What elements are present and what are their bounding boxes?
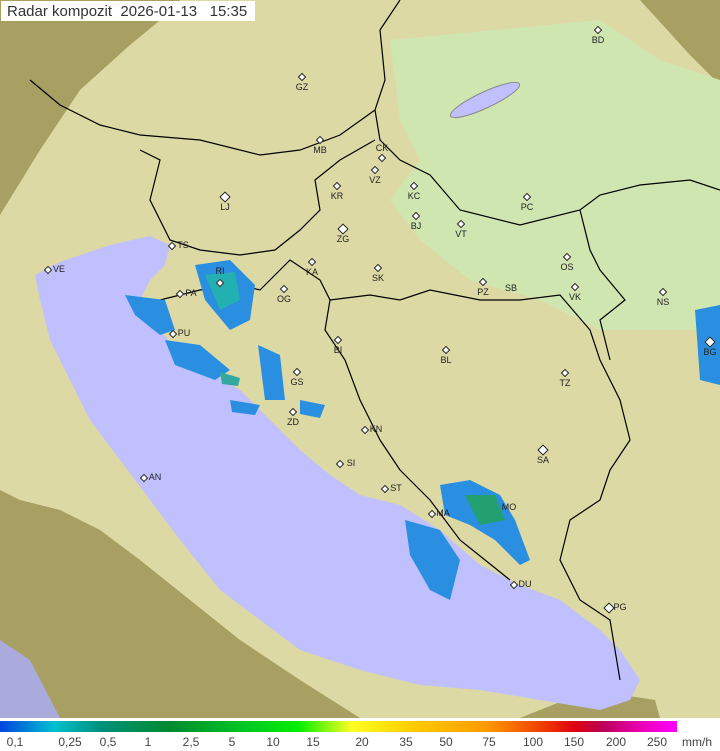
city-label: MA bbox=[436, 508, 450, 518]
city-label: GS bbox=[290, 377, 304, 387]
city-label: ZG bbox=[336, 234, 350, 244]
legend-tick: 0,5 bbox=[99, 735, 117, 749]
precipitation-legend: 0,1 0,25 0,5 1 2,5 5 10 15 20 35 50 75 100 150 200 250 … bbox=[0, 718, 720, 751]
city-label: VK bbox=[568, 292, 582, 302]
legend-color-scale bbox=[0, 721, 677, 732]
city-label: SA bbox=[536, 455, 550, 465]
legend-tick: 15 bbox=[306, 735, 320, 749]
map-title: Radar kompozit 2026-01-13 15:35 bbox=[1, 1, 256, 21]
legend-tick: 35 bbox=[399, 735, 413, 749]
city-label: KN bbox=[369, 424, 383, 434]
legend-unit: mm/h bbox=[682, 735, 712, 749]
city-label: BL bbox=[440, 355, 452, 365]
city-label: SB bbox=[504, 283, 518, 293]
city-label: RI bbox=[215, 266, 225, 276]
legend-tick: 100 bbox=[522, 735, 544, 749]
title-text: Radar kompozit bbox=[7, 3, 113, 20]
city-label: VE bbox=[52, 264, 66, 274]
legend-tick: 2,5 bbox=[182, 735, 200, 749]
city-label: KA bbox=[305, 267, 319, 277]
city-label: PA bbox=[185, 288, 197, 298]
legend-tick: 1 bbox=[144, 735, 152, 749]
sea-adriatic bbox=[35, 236, 640, 710]
radar-echoes bbox=[125, 260, 720, 600]
sea-ionian-corner bbox=[0, 640, 60, 718]
radar-map[interactable]: BD GZ MB CK VZ KR KC LJ PC BJ VT ZG TS VE KA OS SK RI PZ SB… bbox=[0, 0, 720, 718]
city-label: OS bbox=[560, 262, 574, 272]
legend-tick: 20 bbox=[355, 735, 369, 749]
legend-tick: 75 bbox=[482, 735, 496, 749]
legend-tick: 150 bbox=[563, 735, 585, 749]
title-date: 2026-01-13 bbox=[120, 3, 198, 20]
city-label: DU bbox=[518, 579, 532, 589]
city-label: MB bbox=[313, 145, 327, 155]
city-label: MO bbox=[501, 502, 517, 512]
legend-tick: 50 bbox=[439, 735, 453, 749]
city-label: PG bbox=[613, 602, 627, 612]
city-label: GZ bbox=[295, 82, 309, 92]
lake-balaton bbox=[449, 81, 521, 119]
city-label: PC bbox=[520, 202, 534, 212]
legend-tick: 0,25 bbox=[58, 735, 82, 749]
city-label: AN bbox=[148, 472, 162, 482]
city-label: PZ bbox=[477, 287, 489, 297]
city-label: VT bbox=[455, 229, 467, 239]
city-label: NS bbox=[656, 297, 670, 307]
city-label: LJ bbox=[220, 202, 230, 212]
city-label: SK bbox=[371, 273, 385, 283]
city-label: KC bbox=[407, 191, 421, 201]
city-label: KR bbox=[330, 191, 344, 201]
title-time: 15:35 bbox=[209, 3, 248, 20]
city-label: OG bbox=[276, 294, 292, 304]
legend-tick: 250 bbox=[646, 735, 668, 749]
city-label: BJ bbox=[410, 221, 422, 231]
legend-tick: 0,1 bbox=[6, 735, 24, 749]
city-label: SI bbox=[346, 458, 356, 468]
city-label: TZ bbox=[559, 378, 571, 388]
city-label: BD bbox=[591, 35, 605, 45]
city-label: VZ bbox=[369, 175, 381, 185]
city-label: CK bbox=[375, 143, 389, 153]
city-label: ST bbox=[390, 483, 402, 493]
city-label: PU bbox=[177, 328, 191, 338]
legend-tick: 10 bbox=[266, 735, 280, 749]
city-label: TS bbox=[177, 240, 189, 250]
legend-tick: 200 bbox=[605, 735, 627, 749]
city-label: ZD bbox=[287, 417, 299, 427]
city-label: BI bbox=[333, 345, 343, 355]
map-canvas bbox=[0, 0, 720, 718]
legend-tick: 5 bbox=[228, 735, 236, 749]
city-label: BG bbox=[703, 347, 717, 357]
